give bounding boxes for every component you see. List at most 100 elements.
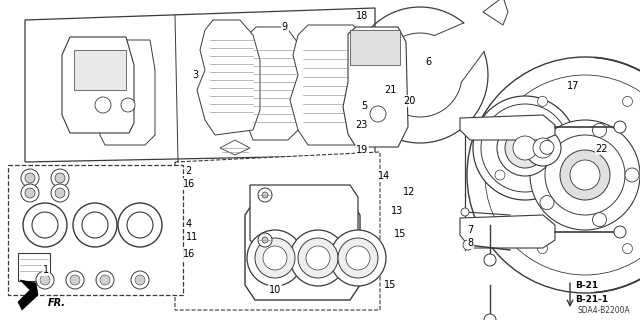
Circle shape [570, 160, 600, 190]
Text: 8: 8 [467, 238, 474, 248]
Text: 22: 22 [595, 144, 608, 154]
Circle shape [25, 188, 35, 198]
Text: 21: 21 [384, 84, 397, 95]
Circle shape [121, 98, 135, 112]
Polygon shape [343, 27, 408, 147]
Circle shape [560, 150, 610, 200]
Polygon shape [25, 8, 375, 162]
Circle shape [467, 57, 640, 293]
Bar [350, 30, 400, 65]
Circle shape [538, 96, 547, 106]
Circle shape [497, 120, 553, 176]
Circle shape [258, 233, 272, 247]
Text: 14: 14 [378, 171, 390, 181]
Text: 2: 2 [186, 166, 192, 176]
Circle shape [614, 226, 626, 238]
Text: 4: 4 [186, 219, 192, 229]
Circle shape [247, 230, 303, 286]
Text: FR.: FR. [48, 298, 66, 308]
Text: B-21-1: B-21-1 [575, 295, 608, 305]
Circle shape [625, 168, 639, 182]
Circle shape [463, 240, 473, 250]
Circle shape [530, 120, 640, 230]
Text: 16: 16 [182, 179, 195, 189]
Circle shape [32, 212, 58, 238]
Circle shape [290, 230, 346, 286]
Circle shape [23, 203, 67, 247]
Circle shape [623, 244, 632, 254]
Text: 18: 18 [355, 11, 368, 21]
Polygon shape [483, 0, 508, 25]
Circle shape [593, 213, 607, 227]
Circle shape [484, 314, 496, 320]
Polygon shape [18, 280, 38, 310]
Text: 9: 9 [282, 22, 288, 32]
Circle shape [525, 130, 561, 166]
Circle shape [21, 184, 39, 202]
Circle shape [513, 136, 537, 160]
Circle shape [545, 135, 625, 215]
Text: 10: 10 [269, 284, 282, 295]
Circle shape [255, 238, 295, 278]
Circle shape [533, 138, 553, 158]
Circle shape [55, 173, 65, 183]
Circle shape [298, 238, 338, 278]
Bar [74, 50, 126, 90]
Circle shape [36, 271, 54, 289]
Circle shape [623, 96, 632, 106]
Polygon shape [62, 37, 134, 133]
Text: 12: 12 [403, 187, 416, 197]
Polygon shape [460, 215, 555, 248]
Circle shape [135, 275, 145, 285]
Text: 20: 20 [403, 96, 416, 106]
Circle shape [262, 192, 268, 198]
Text: 15: 15 [394, 228, 406, 239]
Circle shape [40, 275, 50, 285]
Text: 1: 1 [43, 265, 49, 276]
Circle shape [131, 271, 149, 289]
Circle shape [481, 104, 569, 192]
Polygon shape [240, 27, 308, 140]
Text: 13: 13 [390, 206, 403, 216]
Circle shape [118, 203, 162, 247]
Circle shape [346, 246, 370, 270]
Circle shape [66, 271, 84, 289]
Circle shape [461, 208, 469, 216]
Polygon shape [197, 20, 260, 135]
Circle shape [495, 170, 505, 180]
Text: 17: 17 [566, 81, 579, 92]
Circle shape [73, 203, 117, 247]
Text: 7: 7 [467, 225, 474, 236]
Circle shape [370, 106, 386, 122]
Text: 5: 5 [362, 100, 368, 111]
Circle shape [485, 75, 640, 275]
Text: 15: 15 [384, 280, 397, 290]
Circle shape [127, 212, 153, 238]
Circle shape [263, 246, 287, 270]
Circle shape [330, 230, 386, 286]
Circle shape [96, 271, 114, 289]
Circle shape [262, 237, 268, 243]
Polygon shape [220, 140, 250, 155]
Text: 16: 16 [182, 249, 195, 260]
Circle shape [25, 173, 35, 183]
Circle shape [473, 96, 577, 200]
Text: 23: 23 [355, 120, 368, 130]
Circle shape [593, 123, 607, 137]
Circle shape [306, 246, 330, 270]
Circle shape [484, 254, 496, 266]
Polygon shape [175, 152, 380, 310]
Circle shape [70, 275, 80, 285]
Text: 3: 3 [192, 70, 198, 80]
Circle shape [540, 140, 554, 154]
Text: 11: 11 [186, 232, 198, 242]
Bar [18, 253, 50, 281]
Text: SDA4-B2200A: SDA4-B2200A [577, 306, 630, 315]
Circle shape [538, 244, 547, 254]
Circle shape [338, 238, 378, 278]
Circle shape [614, 121, 626, 133]
Circle shape [100, 275, 110, 285]
Polygon shape [250, 185, 358, 257]
Bar [8, 165, 183, 295]
Polygon shape [460, 115, 555, 140]
